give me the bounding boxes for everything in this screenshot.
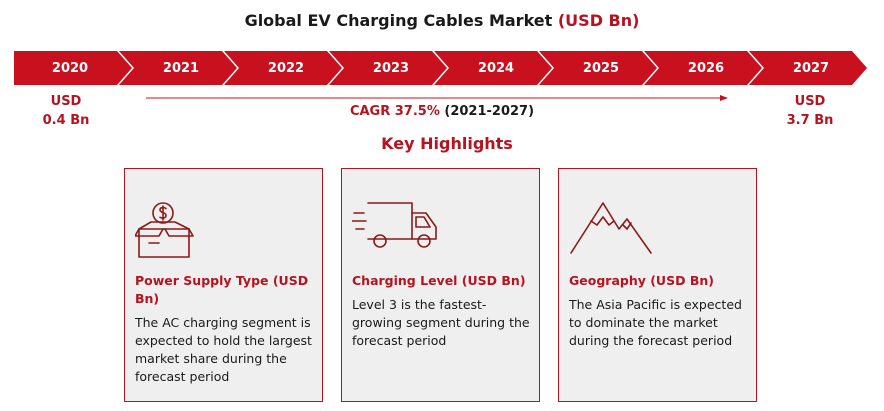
timeline-year-2020: 2020 [14,51,132,85]
timeline-year-2021: 2021 [119,51,237,85]
highlight-card-geography: Geography (USD Bn) The Asia Pacific is e… [558,168,757,402]
highlight-card-power-supply: Power Supply Type (USD Bn) The AC chargi… [124,168,323,402]
title-main: Global EV Charging Cables Market [244,11,553,30]
mountain-icon [570,202,652,254]
delivery-truck-icon [352,202,437,248]
end-value: USD 3.7 Bn [770,92,850,130]
card-text: Level 3 is the fastest-growing segment d… [352,297,530,348]
key-highlights-heading: Key Highlights [381,134,513,153]
page-title: Global EV Charging Cables Market (USD Bn… [0,11,884,30]
cagr-label: CAGR 37.5% [349,104,440,119]
timeline-year-2026: 2026 [644,51,762,85]
timeline-year-2023: 2023 [329,51,447,85]
card-title: Geography (USD Bn) [569,273,714,288]
timeline-year-2025: 2025 [539,51,657,85]
start-amount: 0.4 Bn [42,113,90,128]
end-amount: 3.7 Bn [786,113,834,128]
year-timeline: 2020 2021 2022 2023 2024 2025 2026 2027 [14,51,874,85]
card-title: Charging Level (USD Bn) [352,273,526,288]
title-unit: (USD Bn) [557,11,640,30]
card-title: Power Supply Type (USD Bn) [135,273,309,306]
timeline-year-2024: 2024 [434,51,552,85]
card-text: The AC charging segment is expected to h… [135,315,312,384]
cagr-period: (2021-2027) [444,104,535,119]
start-value: USD 0.4 Bn [26,92,106,130]
money-box-icon [135,202,194,258]
cagr-arrow [146,95,728,101]
highlight-card-charging-level: Charging Level (USD Bn) Level 3 is the f… [341,168,540,402]
end-currency: USD [794,94,826,109]
start-currency: USD [50,94,82,109]
cagr-text: CAGR 37.5% (2021-2027) [0,104,884,119]
timeline-year-2022: 2022 [224,51,342,85]
card-text: The Asia Pacific is expected to dominate… [569,297,742,348]
timeline-year-2027: 2027 [749,51,867,85]
